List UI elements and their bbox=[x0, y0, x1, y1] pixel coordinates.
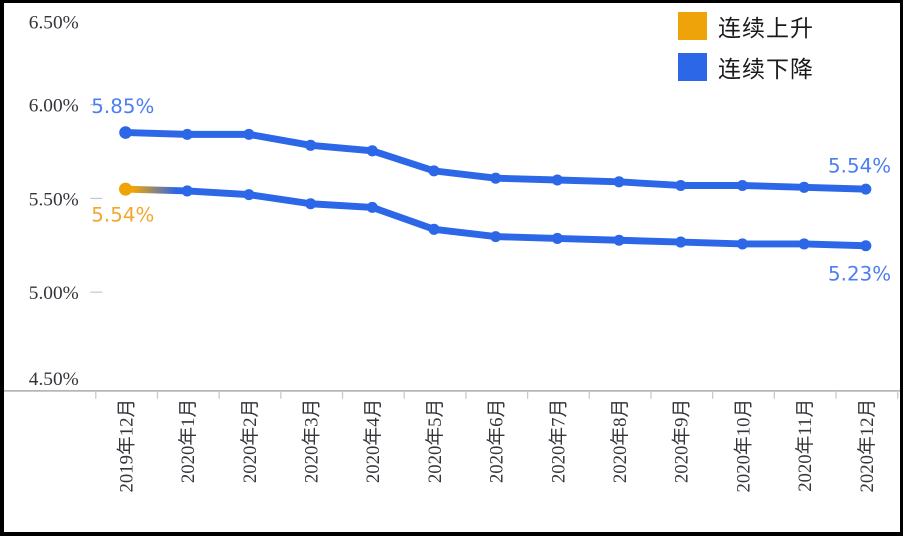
upper-start-label: 5.85% bbox=[91, 95, 154, 118]
data-point bbox=[551, 232, 563, 244]
legend-label-fall: 连续下降 bbox=[718, 57, 814, 82]
x-tick-label: 2020年6月 bbox=[486, 399, 508, 483]
legend-item-rise[interactable]: 连续上升 bbox=[678, 12, 814, 41]
data-point bbox=[613, 234, 625, 246]
data-point bbox=[428, 223, 440, 235]
x-tick-label: 2020年11月 bbox=[794, 399, 816, 492]
y-tick-label: 5.00% bbox=[29, 283, 79, 304]
data-point bbox=[366, 201, 378, 213]
data-point bbox=[119, 126, 132, 139]
x-tick-label: 2020年12月 bbox=[856, 399, 878, 493]
data-point bbox=[860, 183, 872, 195]
legend: 连续上升 连续下降 bbox=[678, 12, 814, 94]
chart-svg: 6.50% 6.00% 5.50% 5.00% 4.50% 2019年12月 2020年1月… bbox=[4, 13, 900, 493]
y-tick-label: 6.50% bbox=[29, 13, 79, 34]
legend-label-rise: 连续上升 bbox=[718, 16, 814, 41]
data-point bbox=[736, 238, 748, 250]
data-point bbox=[243, 128, 255, 140]
data-point bbox=[675, 236, 687, 248]
x-tick-label: 2020年9月 bbox=[671, 399, 693, 483]
data-point bbox=[181, 128, 193, 140]
x-axis-ticks bbox=[95, 390, 899, 399]
legend-swatch-rise-icon bbox=[678, 12, 707, 40]
data-point bbox=[798, 181, 810, 193]
legend-item-fall[interactable]: 连续下降 bbox=[678, 53, 814, 82]
x-tick-label: 2020年8月 bbox=[609, 399, 631, 483]
data-point bbox=[798, 238, 810, 250]
y-axis-labels: 6.50% 6.00% 5.50% 5.00% 4.50% bbox=[29, 13, 103, 390]
data-point bbox=[736, 179, 748, 192]
x-tick-label: 2020年1月 bbox=[177, 399, 199, 483]
data-point bbox=[490, 172, 502, 184]
data-point bbox=[490, 231, 502, 243]
lower-end-label: 5.23% bbox=[828, 262, 891, 285]
series-lower-first-segment bbox=[122, 185, 191, 195]
x-tick-label: 2020年4月 bbox=[362, 399, 384, 483]
data-point bbox=[181, 185, 193, 197]
y-tick-label: 4.50% bbox=[29, 369, 79, 390]
series-lower-line bbox=[183, 187, 870, 250]
data-point bbox=[675, 179, 687, 192]
x-tick-label: 2020年2月 bbox=[239, 399, 261, 483]
data-point bbox=[860, 240, 872, 252]
x-tick-label: 2020年7月 bbox=[547, 399, 569, 483]
data-point bbox=[305, 198, 317, 210]
x-tick-label: 2020年5月 bbox=[424, 399, 446, 483]
data-point bbox=[366, 145, 378, 157]
x-tick-label: 2019年12月 bbox=[115, 399, 137, 493]
data-point bbox=[243, 189, 255, 201]
data-point bbox=[305, 139, 317, 151]
lower-start-label: 5.54% bbox=[91, 204, 154, 227]
y-tick-label: 5.50% bbox=[29, 189, 79, 210]
data-point bbox=[613, 176, 625, 188]
y-tick-label: 6.00% bbox=[29, 96, 79, 117]
upper-end-label: 5.54% bbox=[828, 154, 891, 177]
data-point bbox=[119, 182, 133, 196]
data-point bbox=[428, 165, 440, 177]
x-tick-label: 2020年3月 bbox=[301, 399, 323, 483]
x-axis-labels: 2019年12月 2020年1月 2020年2月 2020年3月 2020年4月 2020… bbox=[115, 399, 877, 493]
legend-swatch-fall-icon bbox=[678, 53, 707, 81]
series-upper-points bbox=[119, 126, 872, 195]
data-point bbox=[551, 174, 563, 186]
x-tick-label: 2020年10月 bbox=[732, 399, 754, 493]
series-lower-points bbox=[119, 182, 872, 252]
